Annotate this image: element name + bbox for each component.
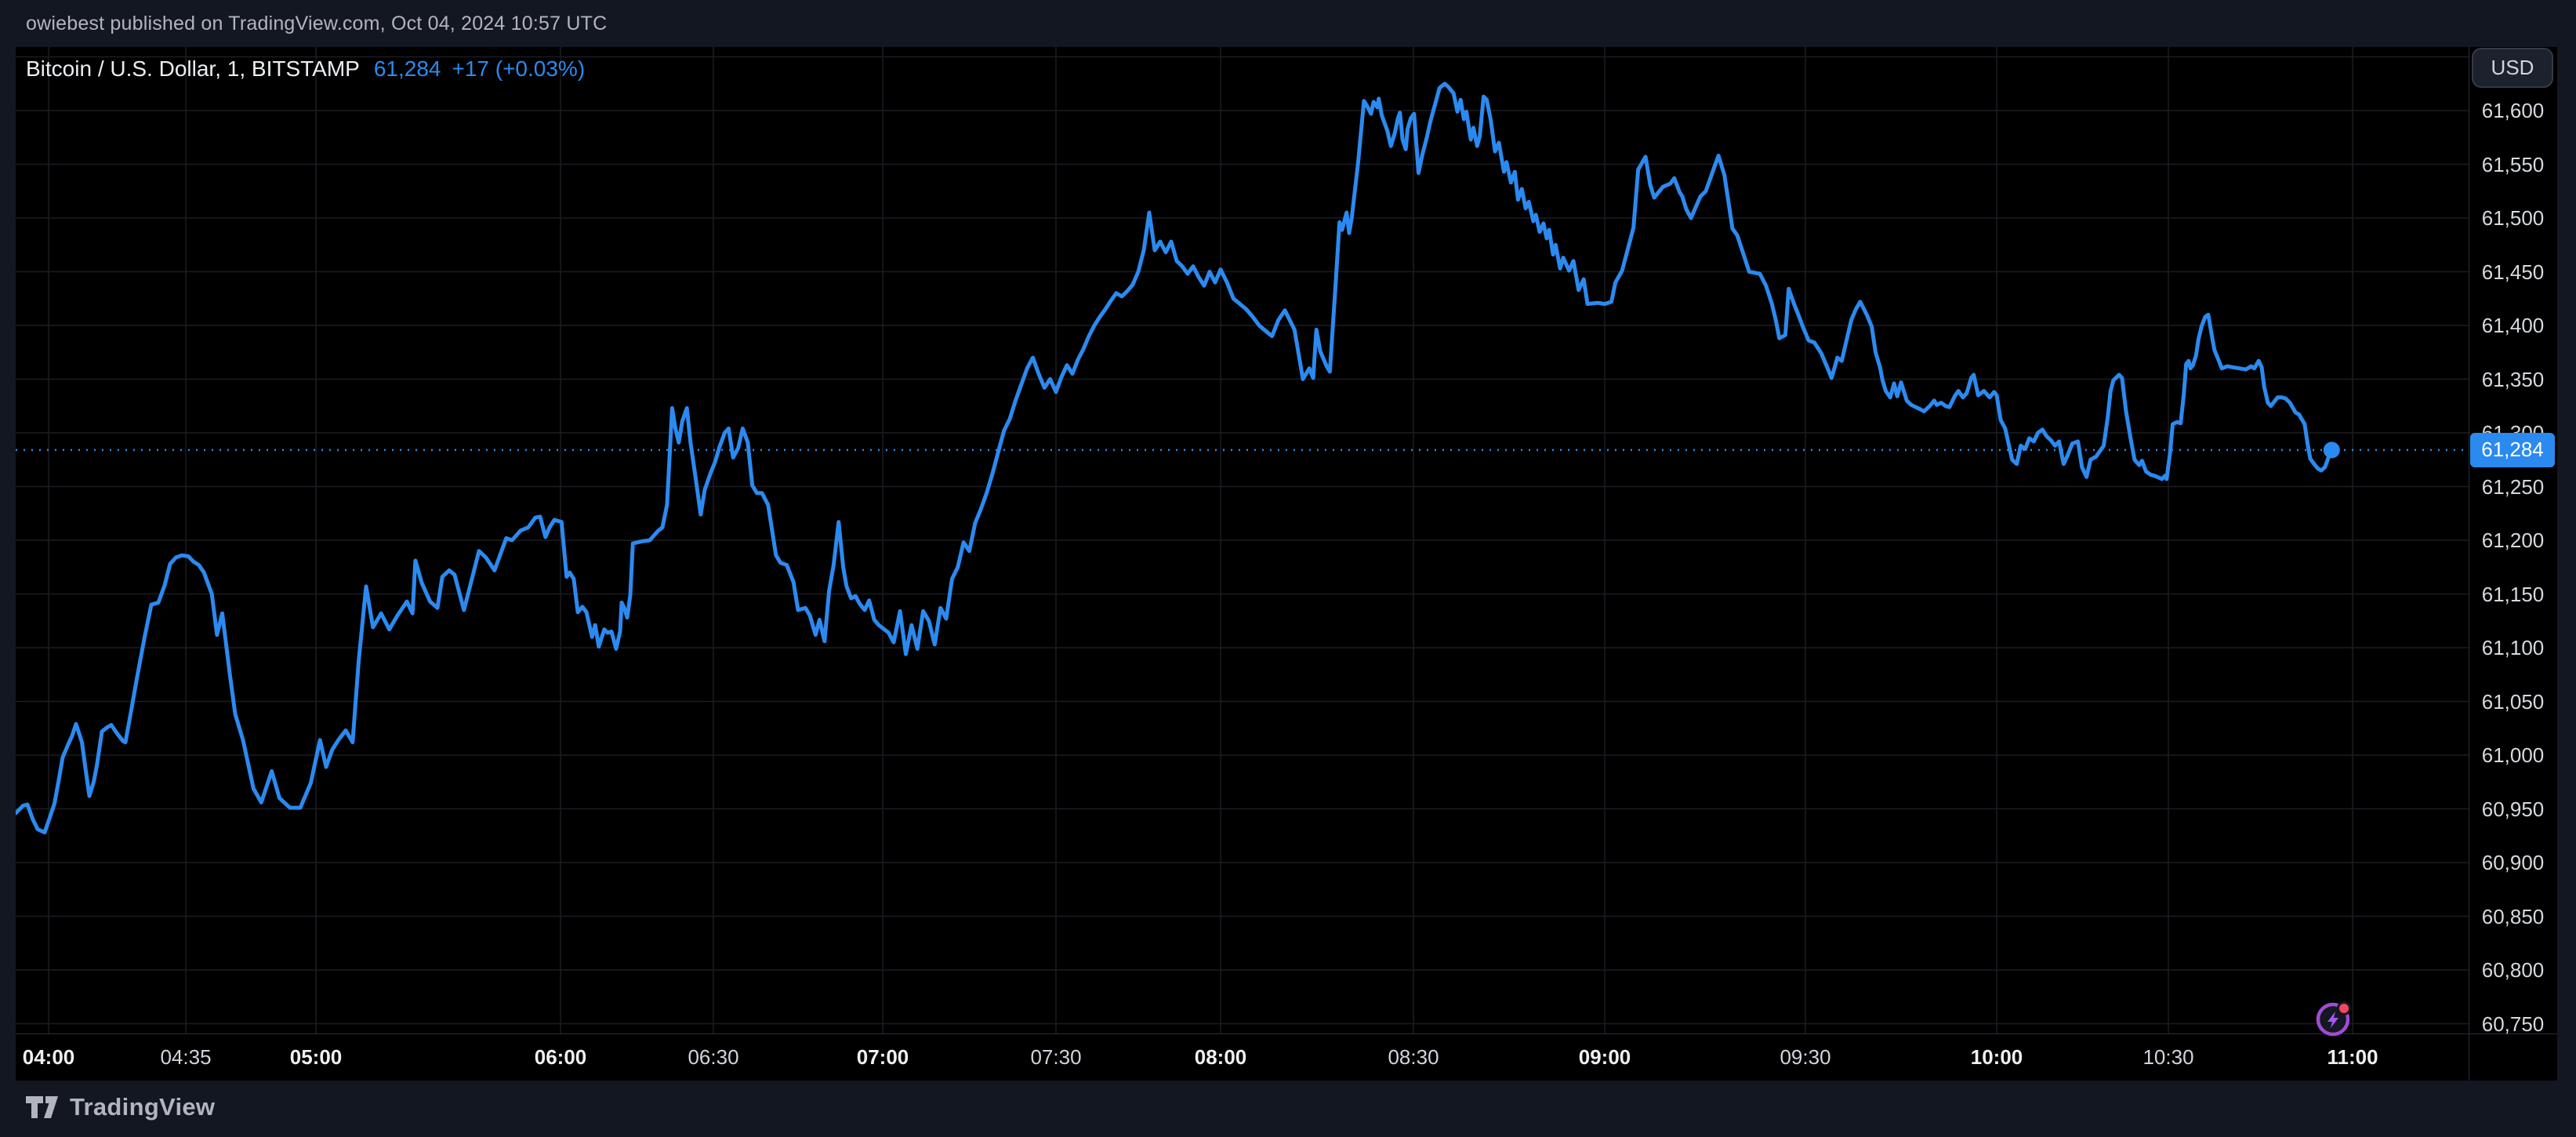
currency-toggle-button[interactable]: USD: [2472, 48, 2553, 88]
price-tick-label: 61,050: [2481, 689, 2545, 714]
last-price-badge: 61,284: [2470, 432, 2555, 467]
time-tick-label: 10:00: [1970, 1045, 2023, 1069]
price-tick-label: 60,900: [2481, 851, 2545, 874]
price-tick-label: 61,550: [2481, 152, 2545, 176]
time-tick-label: 08:00: [1194, 1045, 1247, 1069]
symbol-title[interactable]: Bitcoin / U.S. Dollar, 1, BITSTAMP: [26, 56, 360, 81]
price-tick-label: 60,950: [2481, 797, 2545, 821]
legend-last-price: 61,284: [373, 56, 441, 81]
tradingview-brand[interactable]: TradingView: [26, 1093, 215, 1121]
time-tick-label: 09:30: [1780, 1045, 1831, 1069]
price-tick-label: 60,800: [2481, 958, 2545, 982]
price-tick-label: 61,400: [2481, 314, 2545, 337]
time-tick-label: 06:00: [534, 1045, 587, 1069]
price-tick-label: 61,600: [2481, 99, 2545, 122]
legend-change: +17 (+0.03%): [452, 56, 586, 81]
time-tick-label: 05:00: [289, 1045, 343, 1069]
price-tick-label: 61,250: [2481, 474, 2545, 499]
brand-name: TradingView: [70, 1093, 216, 1121]
time-axis-border: [16, 1033, 2557, 1034]
published-attribution: owiebest published on TradingView.com, O…: [26, 12, 608, 35]
price-tick-label: 61,450: [2481, 260, 2545, 284]
price-tick-label: 61,500: [2481, 206, 2545, 230]
last-price-dot: [2323, 441, 2340, 459]
time-tick-label: 07:00: [856, 1045, 909, 1069]
time-tick-label: 07:30: [1030, 1045, 1082, 1069]
price-tick-label: 61,000: [2481, 743, 2545, 767]
chart-panel: [16, 47, 2557, 1081]
time-tick-label: 10:30: [2142, 1045, 2194, 1069]
time-tick-label: 08:30: [1388, 1045, 1439, 1069]
publish-header: owiebest published on TradingView.com, O…: [0, 0, 2576, 47]
price-tick-label: 61,100: [2481, 636, 2545, 659]
time-tick-label: 06:30: [688, 1045, 739, 1069]
time-tick-label: 11:00: [2327, 1045, 2378, 1069]
price-tick-label: 60,850: [2481, 904, 2545, 928]
price-tick-label: 61,200: [2481, 529, 2545, 552]
lightning-bolt-icon[interactable]: [2311, 997, 2355, 1041]
tradingview-logo-icon: [26, 1096, 58, 1118]
price-chart[interactable]: [16, 47, 2469, 1033]
price-tick-label: 60,750: [2481, 1012, 2545, 1036]
price-tick-label: 61,150: [2481, 582, 2545, 606]
symbol-legend[interactable]: Bitcoin / U.S. Dollar, 1, BITSTAMP 61,28…: [26, 53, 585, 85]
time-tick-label: 04:00: [22, 1045, 75, 1069]
price-line-series: [16, 82, 2334, 835]
price-tick-label: 61,350: [2481, 367, 2545, 391]
footer: TradingView: [0, 1081, 2576, 1137]
symbol-quote: 61,284 +17 (+0.03%): [374, 56, 585, 82]
time-tick-label: 09:00: [1578, 1045, 1631, 1069]
time-tick-label: 04:35: [160, 1045, 212, 1069]
